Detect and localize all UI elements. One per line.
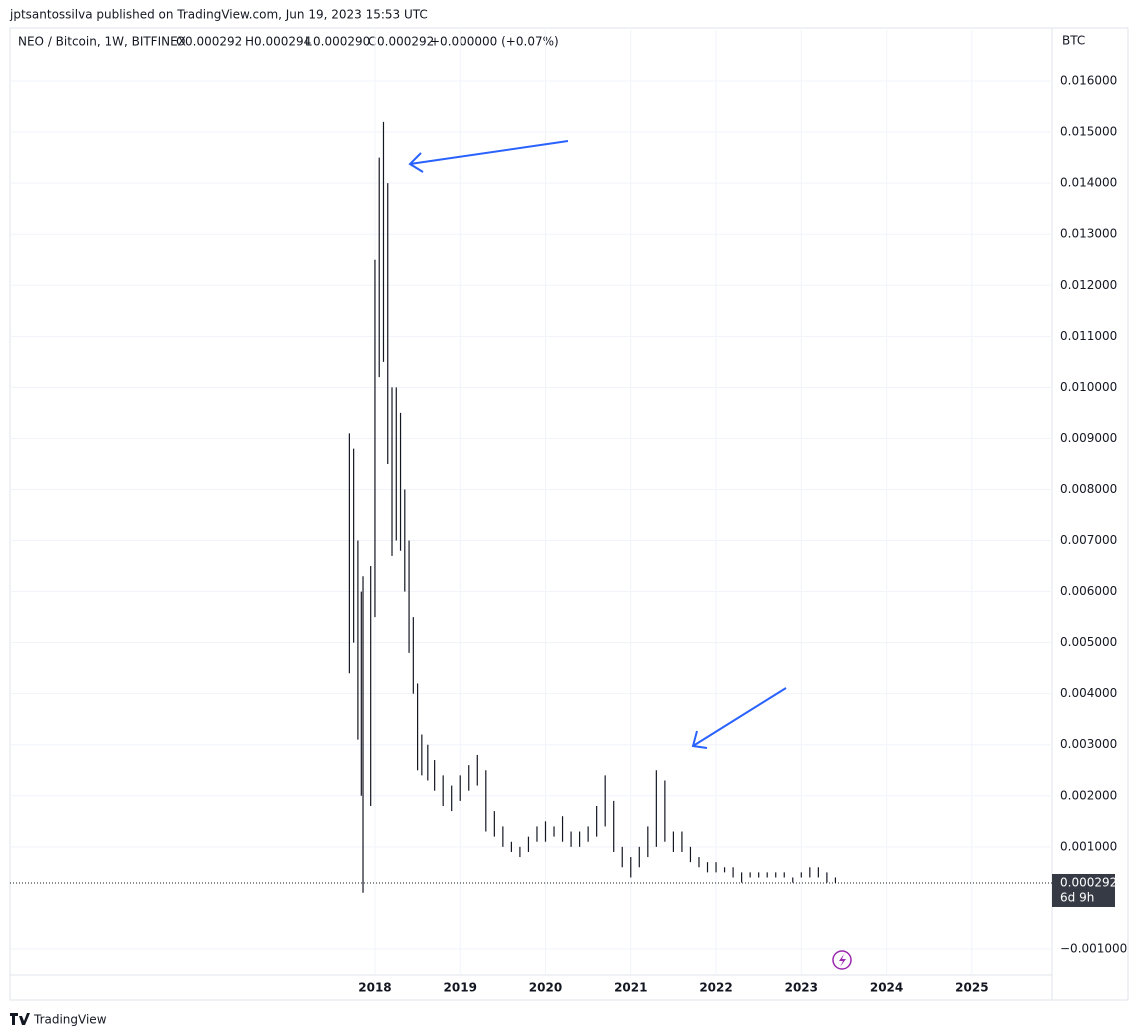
close-label: C: [368, 35, 376, 49]
lightning: [839, 954, 846, 967]
annotation-arrow: [409, 140, 569, 165]
y-tick-label: 0.005000: [1060, 635, 1117, 649]
y-tick-label: 0.014000: [1060, 176, 1117, 190]
y-tick-label: 0.012000: [1060, 278, 1117, 292]
open: 0.000292: [185, 35, 242, 49]
x-tick-label: 2019: [444, 981, 477, 995]
y-tick-label: −0.001000: [1060, 941, 1127, 955]
open-label: O: [176, 35, 185, 49]
legend-header: NEO / Bitcoin, 1W, BITFINEX O 0.000292 H…: [18, 35, 559, 49]
y-tick-label: 0.004000: [1060, 686, 1117, 700]
y-tick-label: 0.013000: [1060, 227, 1117, 241]
high: 0.000294: [254, 35, 311, 49]
currency: BTC: [1062, 34, 1085, 48]
brand: TradingView: [33, 1013, 107, 1027]
arrow-head: [408, 152, 424, 173]
y-tick-label: 0.015000: [1060, 125, 1117, 139]
y-tick-label: 0.001000: [1060, 839, 1117, 853]
close: 0.000292: [377, 35, 434, 49]
y-tick-label: 0.016000: [1060, 74, 1117, 88]
events-icon[interactable]: [832, 950, 852, 970]
plot: 2018 2019 2020 2021 2022 2023 2024 2025 0.016000…: [10, 30, 1127, 995]
x-tick-label: 2025: [955, 981, 988, 995]
annotation-arrow: [692, 687, 787, 747]
publisher: jptsantossilva published on TradingView.…: [9, 8, 428, 22]
y-tick-label: 0.006000: [1060, 584, 1117, 598]
low: 0.000290: [313, 35, 370, 49]
y-tick-label: 0.009000: [1060, 431, 1117, 445]
y-tick-label: 0.011000: [1060, 329, 1117, 343]
symbol: NEO / Bitcoin, 1W, BITFINEX: [18, 35, 186, 49]
brand-logo: [10, 1013, 30, 1025]
y-tick-label: 0.008000: [1060, 482, 1117, 496]
x-tick-label: 2024: [870, 981, 903, 995]
y-tick-label: 0.007000: [1060, 533, 1117, 547]
low-label: L: [305, 35, 312, 49]
y-tick-label: 0.010000: [1060, 380, 1117, 394]
x-tick-label: 2018: [358, 981, 391, 995]
x-tick-label: 2023: [785, 981, 818, 995]
x-tick-label: 2022: [699, 981, 732, 995]
y-tick-label: 0.003000: [1060, 737, 1117, 751]
change: +0.000000 (+0.07%): [430, 35, 559, 49]
last-price-box: [1052, 873, 1115, 907]
last-price-label: 0.000292: [1060, 875, 1117, 889]
countdown: 6d 9h: [1060, 890, 1094, 904]
arrow-head: [691, 730, 708, 749]
x-tick-label: 2021: [614, 981, 647, 995]
x-tick-label: 2020: [529, 981, 562, 995]
y-tick-label: 0.002000: [1060, 788, 1117, 802]
chart-frame: [9, 27, 1129, 1001]
high-label: H: [245, 35, 254, 49]
